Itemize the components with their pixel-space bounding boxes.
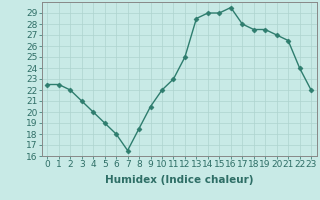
X-axis label: Humidex (Indice chaleur): Humidex (Indice chaleur)	[105, 175, 253, 185]
